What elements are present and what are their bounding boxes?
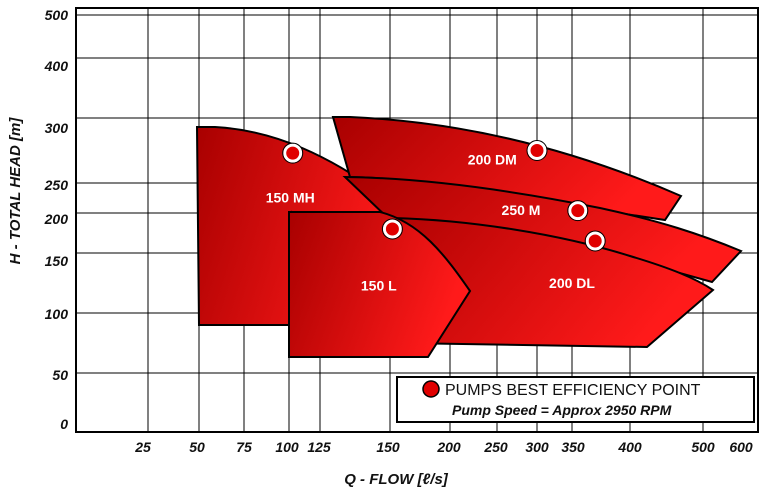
y-tick-label: 0 xyxy=(60,416,68,432)
x-tick-label: 300 xyxy=(525,439,549,455)
x-tick-label: 600 xyxy=(729,439,753,455)
bep-point-200-dm xyxy=(529,143,545,159)
region-label-200-dl: 200 DL xyxy=(549,275,595,291)
x-tick-labels: 25 50 75 100 125 150 200 250 300 350 400… xyxy=(134,439,753,455)
y-tick-label: 50 xyxy=(52,367,68,383)
legend-point-marker xyxy=(423,381,439,397)
x-tick-label: 150 xyxy=(376,439,400,455)
y-tick-label: 100 xyxy=(45,306,69,322)
y-tick-label: 200 xyxy=(44,211,69,227)
y-tick-labels: 500 400 300 250 200 150 100 50 0 xyxy=(44,7,69,432)
x-tick-label: 50 xyxy=(189,439,205,455)
y-tick-label: 250 xyxy=(44,177,69,193)
y-tick-label: 400 xyxy=(44,58,69,74)
x-tick-label: 25 xyxy=(134,439,151,455)
x-tick-label: 200 xyxy=(436,439,461,455)
bep-point-150-mh xyxy=(285,145,301,161)
bep-point-250-m xyxy=(570,203,586,219)
y-tick-label: 500 xyxy=(45,7,69,23)
x-axis-title: Q - FLOW [ℓ/s] xyxy=(344,471,449,488)
x-tick-label: 350 xyxy=(561,439,585,455)
y-axis-title: H - TOTAL HEAD [m] xyxy=(7,117,24,265)
bep-point-200-dl xyxy=(587,233,603,249)
y-tick-label: 300 xyxy=(45,120,69,136)
region-label-150-l: 150 L xyxy=(361,277,397,293)
x-tick-label: 250 xyxy=(483,439,508,455)
x-tick-label: 125 xyxy=(307,439,331,455)
bep-point-150-l xyxy=(384,221,400,237)
region-label-250-m: 250 M xyxy=(502,202,541,218)
region-label-200-dm: 200 DM xyxy=(468,152,517,168)
x-tick-label: 500 xyxy=(691,439,715,455)
y-tick-label: 150 xyxy=(45,253,69,269)
legend-label: PUMPS BEST EFFICIENCY POINT xyxy=(445,382,701,399)
region-label-150-mh: 150 MH xyxy=(266,189,315,205)
x-tick-label: 100 xyxy=(275,439,299,455)
x-tick-label: 400 xyxy=(617,439,642,455)
legend: PUMPS BEST EFFICIENCY POINT Pump Speed =… xyxy=(397,377,754,422)
x-tick-label: 75 xyxy=(236,439,252,455)
legend-subtitle: Pump Speed = Approx 2950 RPM xyxy=(452,402,672,418)
